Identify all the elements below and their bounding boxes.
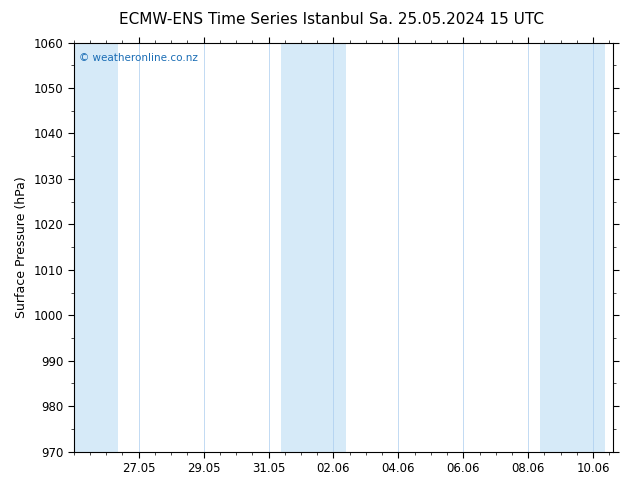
Bar: [540, 43, 605, 452]
Y-axis label: Surface Pressure (hPa): Surface Pressure (hPa): [15, 176, 28, 318]
Text: ECMW-ENS Time Series Istanbul: ECMW-ENS Time Series Istanbul: [119, 12, 363, 27]
Text: © weatheronline.co.nz: © weatheronline.co.nz: [79, 53, 198, 63]
Text: Sa. 25.05.2024 15 UTC: Sa. 25.05.2024 15 UTC: [369, 12, 544, 27]
Bar: [74, 43, 119, 452]
Bar: [281, 43, 346, 452]
